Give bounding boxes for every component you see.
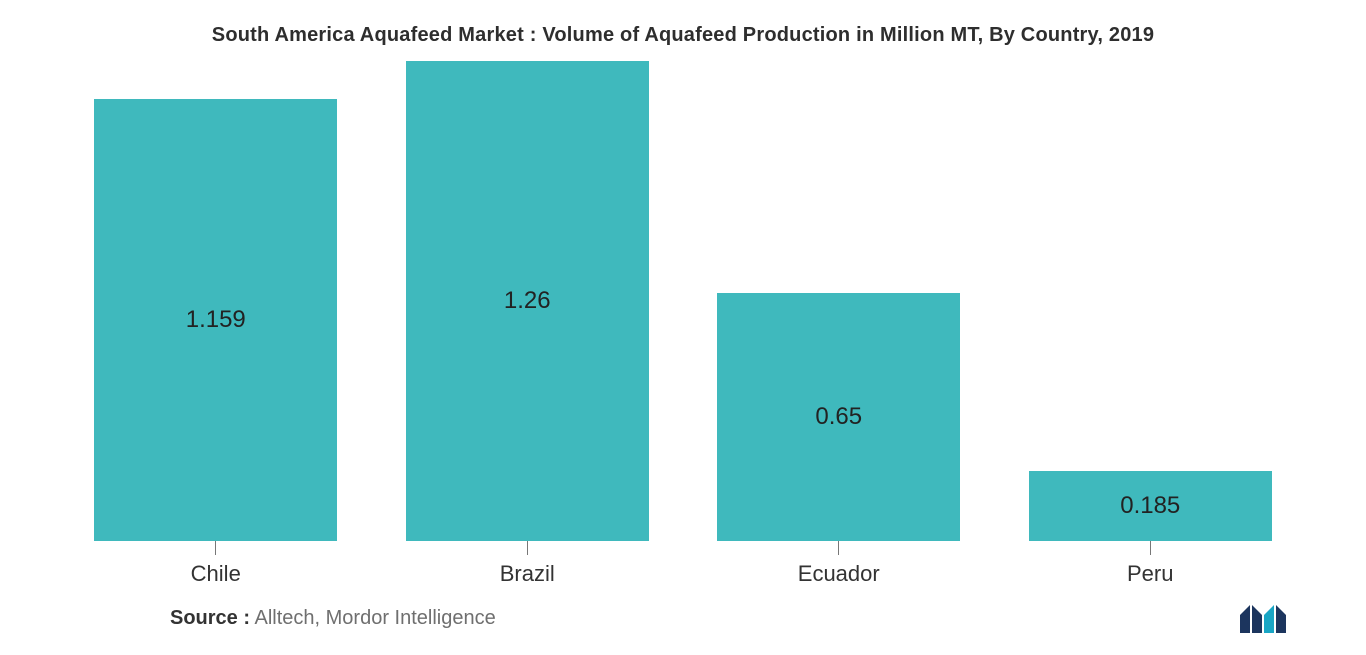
bar-value-label: 1.26 [504, 287, 551, 315]
bars-group: 1.159 1.26 0.65 0.185 [60, 75, 1306, 555]
bar-slot: 0.65 [683, 293, 995, 555]
bar-value-label: 0.65 [815, 403, 862, 431]
plot-area: 1.159 1.26 0.65 0.185 [60, 75, 1306, 555]
bar-ecuador: 0.65 [717, 293, 960, 541]
bar-value-label: 1.159 [186, 306, 246, 334]
bar-peru: 0.185 [1029, 471, 1272, 541]
bar-slot: 1.159 [60, 99, 372, 555]
x-label: Ecuador [683, 561, 995, 587]
source-text: Source : Alltech, Mordor Intelligence [170, 607, 496, 630]
bar-chile: 1.159 [94, 99, 337, 541]
x-label: Peru [995, 561, 1307, 587]
source-row: Source : Alltech, Mordor Intelligence [60, 601, 1306, 635]
chart-title: South America Aquafeed Market : Volume o… [60, 24, 1306, 47]
chart-container: South America Aquafeed Market : Volume o… [0, 0, 1366, 655]
bar-value-label: 0.185 [1120, 492, 1180, 520]
bar-slot: 1.26 [372, 61, 684, 555]
source-label: Source : [170, 607, 250, 629]
source-value: Alltech, Mordor Intelligence [254, 607, 495, 629]
bar-brazil: 1.26 [406, 61, 649, 541]
x-axis-labels: Chile Brazil Ecuador Peru [60, 561, 1306, 587]
axis-tick [838, 541, 839, 555]
bar-slot: 0.185 [995, 471, 1307, 555]
x-label: Chile [60, 561, 372, 587]
axis-tick [1150, 541, 1151, 555]
mordor-intelligence-logo-icon [1238, 601, 1296, 635]
x-label: Brazil [372, 561, 684, 587]
axis-tick [527, 541, 528, 555]
axis-tick [215, 541, 216, 555]
